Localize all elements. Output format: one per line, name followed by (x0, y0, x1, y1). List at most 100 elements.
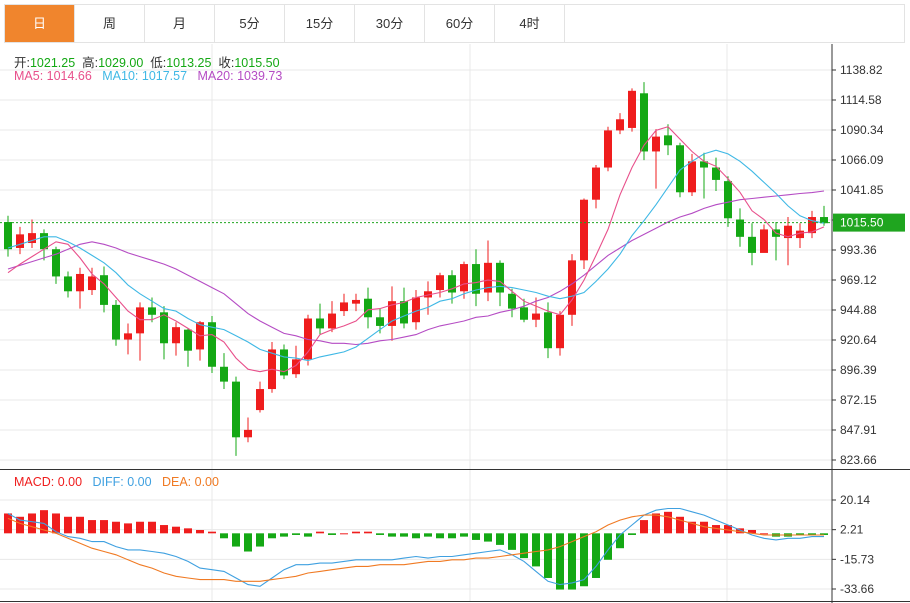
candle-body (604, 130, 612, 168)
indicator-lines (7, 126, 825, 587)
tab-2[interactable]: 月 (145, 5, 215, 42)
macd-bar (460, 533, 468, 537)
dea-line (7, 514, 824, 582)
tab-7[interactable]: 4时 (495, 5, 565, 42)
macd-bar (100, 520, 108, 534)
macd-bar (544, 533, 552, 578)
macd-bar (352, 531, 360, 534)
macd-bar (184, 528, 192, 534)
macd-bar (124, 523, 132, 534)
price-tick-label: 896.39 (840, 363, 877, 377)
candle-body (748, 236, 756, 253)
macd-bar (436, 533, 444, 539)
candle-body (628, 90, 636, 128)
macd-label: MACD: 0.00 (14, 475, 83, 489)
price-axis-ticks: 1138.821114.581090.341066.091041.851017.… (832, 63, 884, 467)
tab-4[interactable]: 15分 (285, 5, 355, 42)
tab-0[interactable]: 日 (5, 5, 75, 42)
candle-body (688, 161, 696, 193)
candle-body (484, 262, 492, 293)
candle-body (208, 322, 216, 367)
candle-body (376, 317, 384, 326)
macd-bar (736, 528, 744, 534)
tab-3[interactable]: 5分 (215, 5, 285, 42)
price-tick-label: 823.66 (840, 453, 877, 467)
candle-body (4, 221, 12, 250)
macd-bar (364, 531, 372, 534)
macd-bar (688, 521, 696, 534)
macd-bar (628, 533, 636, 535)
candle-body (820, 217, 828, 224)
macd-bar (592, 533, 600, 578)
tab-1[interactable]: 周 (75, 5, 145, 42)
current-price-marker: 1015.50 (0, 213, 905, 232)
macd-bar (808, 533, 816, 535)
candle-body (76, 273, 84, 292)
macd-bar (148, 521, 156, 534)
candle-body (316, 318, 324, 329)
macd-bar (376, 533, 384, 535)
macd-bar (40, 510, 48, 534)
price-tick-label: 1114.58 (840, 93, 882, 107)
candle-body (40, 233, 48, 250)
macd-bar (472, 533, 480, 540)
candle-body (712, 167, 720, 180)
macd-bar (172, 526, 180, 534)
candle-body (292, 359, 300, 375)
macd-bar (424, 533, 432, 537)
macd-bar (328, 533, 336, 535)
macd-bar (700, 521, 708, 534)
high-value: 1029.00 (98, 56, 144, 70)
grid-lines (0, 44, 832, 601)
macd-bar (16, 516, 24, 534)
macd-bar (88, 520, 96, 534)
ma5-label: MA5: 1014.66 (14, 69, 92, 83)
candle-body (148, 307, 156, 315)
macd-bar (304, 533, 312, 537)
tab-6[interactable]: 60分 (425, 5, 495, 42)
candle-body (388, 301, 396, 326)
candle-body (220, 366, 228, 382)
macd-bar (604, 533, 612, 560)
price-tick-label: 1138.82 (840, 63, 883, 77)
dea-label: DEA: 0.00 (161, 475, 219, 489)
ma-info: MA5: 1014.66 MA10: 1017.57 MA20: 1039.73 (14, 69, 282, 83)
macd-histogram (4, 510, 828, 590)
price-tick-label: 920.64 (840, 333, 877, 347)
low-value: 1013.25 (166, 56, 212, 70)
candle-body (160, 312, 168, 344)
candle-body (460, 264, 468, 292)
candle-body (52, 249, 60, 277)
candle-body (172, 327, 180, 344)
candle-body (544, 312, 552, 349)
macd-tick-label: 20.14 (840, 493, 870, 507)
candlestick-series (4, 82, 828, 456)
macd-tick-label: 2.21 (840, 523, 864, 537)
macd-bar (28, 513, 36, 534)
candle-body (100, 275, 108, 305)
macd-bar (340, 533, 348, 535)
candle-body (232, 381, 240, 438)
macd-bar (52, 513, 60, 534)
macd-tick-label: -33.66 (840, 582, 874, 596)
macd-bar (196, 530, 204, 534)
candle-body (436, 275, 444, 291)
macd-bar (676, 516, 684, 534)
candle-body (328, 313, 336, 329)
macd-bar (256, 533, 264, 547)
candle-body (700, 161, 708, 168)
macd-bar (556, 533, 564, 590)
candle-body (340, 302, 348, 312)
macd-bar (232, 533, 240, 547)
tab-5[interactable]: 30分 (355, 5, 425, 42)
macd-bar (280, 533, 288, 537)
candle-body (364, 298, 372, 318)
macd-bar (508, 533, 516, 550)
candle-body (424, 291, 432, 298)
macd-bar (292, 533, 300, 535)
candle-body (448, 275, 456, 293)
candle-body (412, 297, 420, 323)
open-value: 1021.25 (29, 56, 76, 70)
macd-bar (244, 533, 252, 552)
